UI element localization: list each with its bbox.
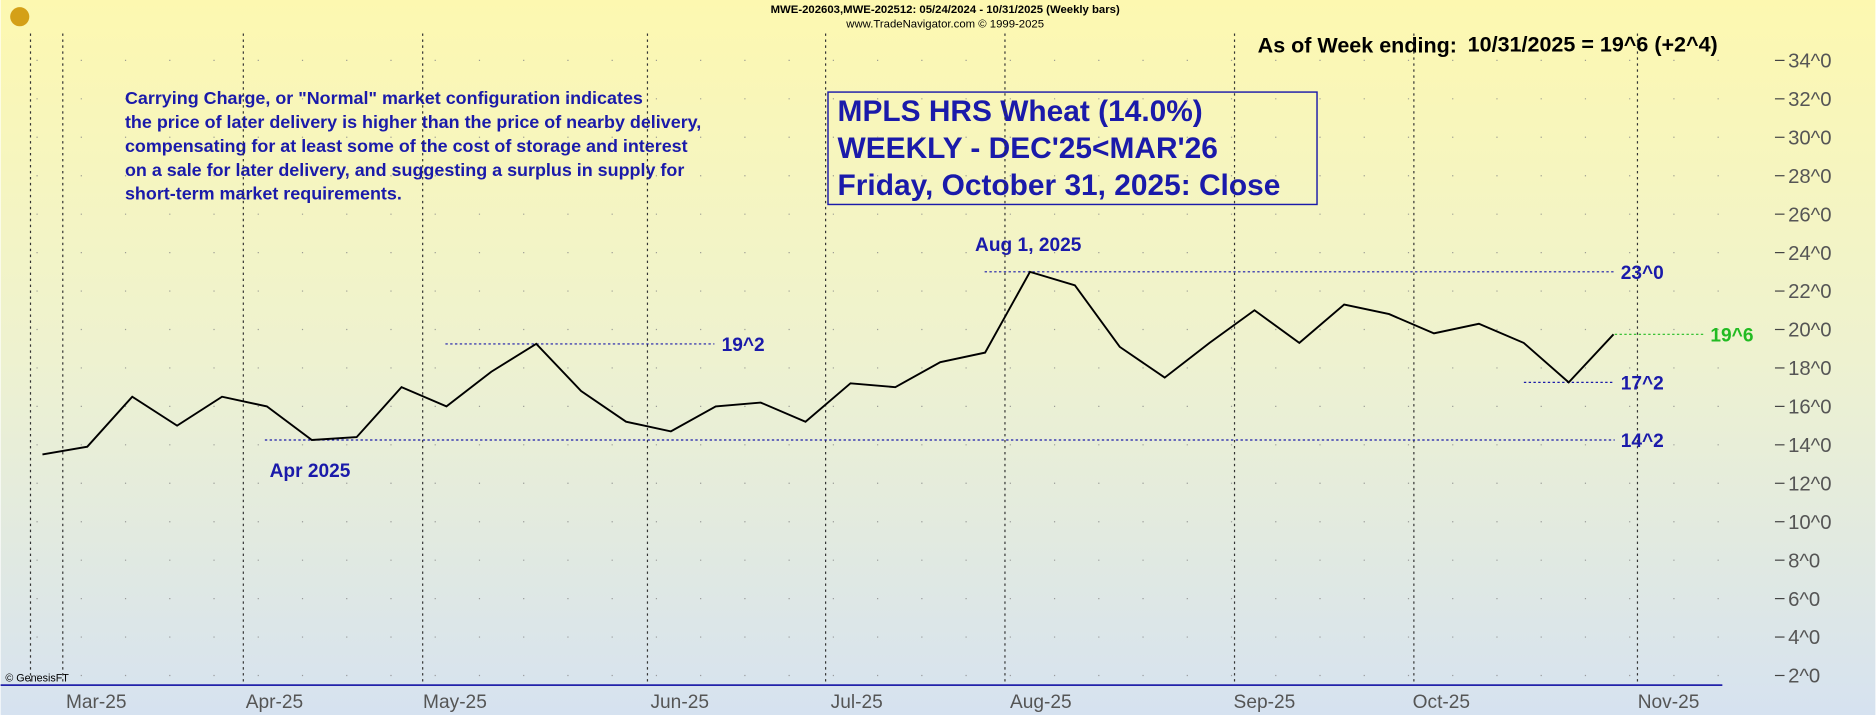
y-tick-label: 12^0 xyxy=(1788,473,1831,495)
y-tick-label: 4^0 xyxy=(1788,627,1820,649)
note-text: the price of later delivery is higher th… xyxy=(125,112,701,132)
annotation: Aug 1, 2025 xyxy=(975,235,1082,256)
credit: © GenesisFT xyxy=(5,673,69,685)
note-text: compensating for at least some of the co… xyxy=(125,136,688,156)
y-tick-label: 30^0 xyxy=(1788,127,1831,149)
x-tick-label: Aug-25 xyxy=(1010,692,1072,713)
note-text: on a sale for later delivery, and sugges… xyxy=(125,160,684,180)
x-tick-label: Jul-25 xyxy=(831,692,883,713)
annotation: Apr 2025 xyxy=(270,461,351,482)
x-tick-label: Apr-25 xyxy=(246,692,303,713)
x-tick-label: Jun-25 xyxy=(650,692,708,713)
y-tick-label: 28^0 xyxy=(1788,166,1831,188)
y-tick-label: 18^0 xyxy=(1788,358,1831,380)
x-tick-label: Oct-25 xyxy=(1413,692,1470,713)
y-tick-label: 10^0 xyxy=(1788,512,1831,534)
reference-label: 19^2 xyxy=(722,335,765,356)
reference-label: 17^2 xyxy=(1621,374,1664,395)
reference-label: 23^0 xyxy=(1621,263,1664,284)
logo xyxy=(10,7,30,27)
header-text: MWE-202603,MWE-202512: 05/24/2024 - 10/3… xyxy=(771,4,1120,16)
note-text: short-term market requirements. xyxy=(125,184,402,204)
title-box xyxy=(827,91,1318,206)
as-of-value: 10/31/2025 = 19^6 (+2^4) xyxy=(1468,32,1718,56)
y-tick-label: 34^0 xyxy=(1788,51,1831,73)
y-tick-label: 2^0 xyxy=(1788,666,1820,688)
chart-title: Friday, October 31, 2025: Close xyxy=(838,169,1281,202)
y-tick-label: 32^0 xyxy=(1788,89,1831,111)
x-tick-label: May-25 xyxy=(423,692,487,713)
y-tick-label: 26^0 xyxy=(1788,204,1831,226)
y-tick-label: 24^0 xyxy=(1788,243,1831,265)
x-tick-label: Nov-25 xyxy=(1638,692,1700,713)
chart-title: WEEKLY - DEC'25<MAR'26 xyxy=(838,132,1218,165)
y-tick-label: 8^0 xyxy=(1788,550,1820,572)
series-line xyxy=(42,270,1615,456)
y-tick-label: 22^0 xyxy=(1788,281,1831,303)
y-tick-label: 16^0 xyxy=(1788,397,1831,419)
header-text: www.TradeNavigator.com © 1999-2025 xyxy=(845,19,1044,31)
chart-title: MPLS HRS Wheat (14.0%) xyxy=(838,95,1203,128)
y-tick-label: 6^0 xyxy=(1788,589,1820,611)
reference-label: 19^6 xyxy=(1710,325,1753,346)
y-tick-label: 14^0 xyxy=(1788,435,1831,457)
as-of-label: As of Week ending: xyxy=(1258,34,1457,58)
y-tick-label: 20^0 xyxy=(1788,320,1831,342)
note-text: Carrying Charge, or "Normal" market conf… xyxy=(125,88,643,108)
x-tick-label: Sep-25 xyxy=(1234,692,1296,713)
x-tick-label: Mar-25 xyxy=(66,692,127,713)
reference-label: 14^2 xyxy=(1621,431,1664,452)
